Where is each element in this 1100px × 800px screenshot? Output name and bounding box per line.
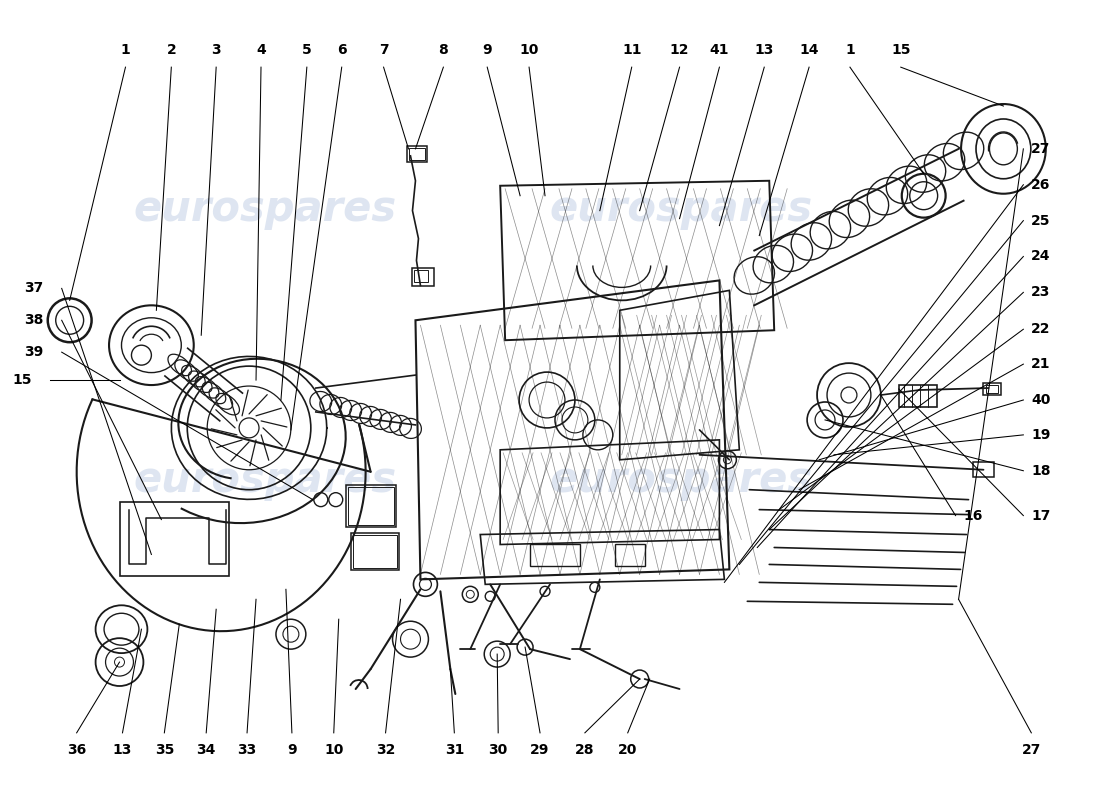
Text: 18: 18 [1032, 464, 1050, 478]
Text: 26: 26 [1032, 178, 1050, 192]
Text: 9: 9 [287, 743, 297, 757]
Text: 15: 15 [12, 373, 32, 387]
Text: 41: 41 [710, 43, 729, 57]
Text: 10: 10 [519, 43, 539, 57]
Bar [983, 383, 1001, 395]
Text: 27: 27 [1032, 142, 1050, 156]
Text: 36: 36 [67, 743, 86, 757]
Text: 3: 3 [211, 43, 221, 57]
Bar [345, 485, 396, 526]
Text: eurospares: eurospares [550, 188, 813, 230]
Text: 40: 40 [1032, 393, 1050, 407]
Text: eurospares: eurospares [133, 188, 397, 230]
Text: 32: 32 [376, 743, 395, 757]
Text: 31: 31 [444, 743, 464, 757]
Bar [120, 502, 229, 576]
Text: 29: 29 [530, 743, 550, 757]
Text: 12: 12 [670, 43, 690, 57]
Bar [615, 545, 645, 566]
Bar [899, 385, 937, 407]
Text: 13: 13 [755, 43, 774, 57]
Text: 30: 30 [488, 743, 508, 757]
Text: 6: 6 [337, 43, 346, 57]
Text: 19: 19 [1032, 428, 1050, 442]
Text: 15: 15 [891, 43, 911, 57]
Text: 25: 25 [1032, 214, 1050, 228]
Text: 11: 11 [621, 43, 641, 57]
Text: 10: 10 [324, 743, 343, 757]
Text: 34: 34 [197, 743, 216, 757]
Bar [412, 269, 434, 286]
Text: eurospares: eurospares [550, 458, 813, 501]
Text: 28: 28 [575, 743, 595, 757]
Text: 17: 17 [1032, 509, 1050, 522]
Text: 13: 13 [113, 743, 132, 757]
Text: 33: 33 [238, 743, 256, 757]
Text: 39: 39 [24, 345, 44, 359]
Text: 5: 5 [302, 43, 311, 57]
Text: 7: 7 [378, 43, 388, 57]
Text: 20: 20 [618, 743, 637, 757]
Bar [351, 533, 398, 570]
Bar [415, 270, 428, 282]
Bar [407, 146, 428, 162]
Bar [348, 486, 394, 525]
Text: 35: 35 [155, 743, 174, 757]
Bar [353, 534, 396, 569]
Text: 38: 38 [24, 314, 44, 327]
Text: 24: 24 [1032, 250, 1050, 263]
Text: 4: 4 [256, 43, 266, 57]
Bar [987, 385, 999, 393]
Bar [972, 462, 994, 477]
Text: eurospares: eurospares [133, 458, 397, 501]
Bar [530, 545, 580, 566]
Text: 9: 9 [483, 43, 492, 57]
Text: 14: 14 [800, 43, 818, 57]
Text: 1: 1 [845, 43, 855, 57]
Text: 1: 1 [121, 43, 131, 57]
Text: 21: 21 [1032, 357, 1050, 371]
Text: 16: 16 [964, 509, 983, 522]
Text: 2: 2 [166, 43, 176, 57]
Text: 22: 22 [1032, 322, 1050, 336]
Bar [409, 148, 426, 160]
Text: 8: 8 [439, 43, 448, 57]
Text: 27: 27 [1022, 743, 1041, 757]
Text: 37: 37 [24, 282, 44, 295]
Text: 23: 23 [1032, 286, 1050, 299]
